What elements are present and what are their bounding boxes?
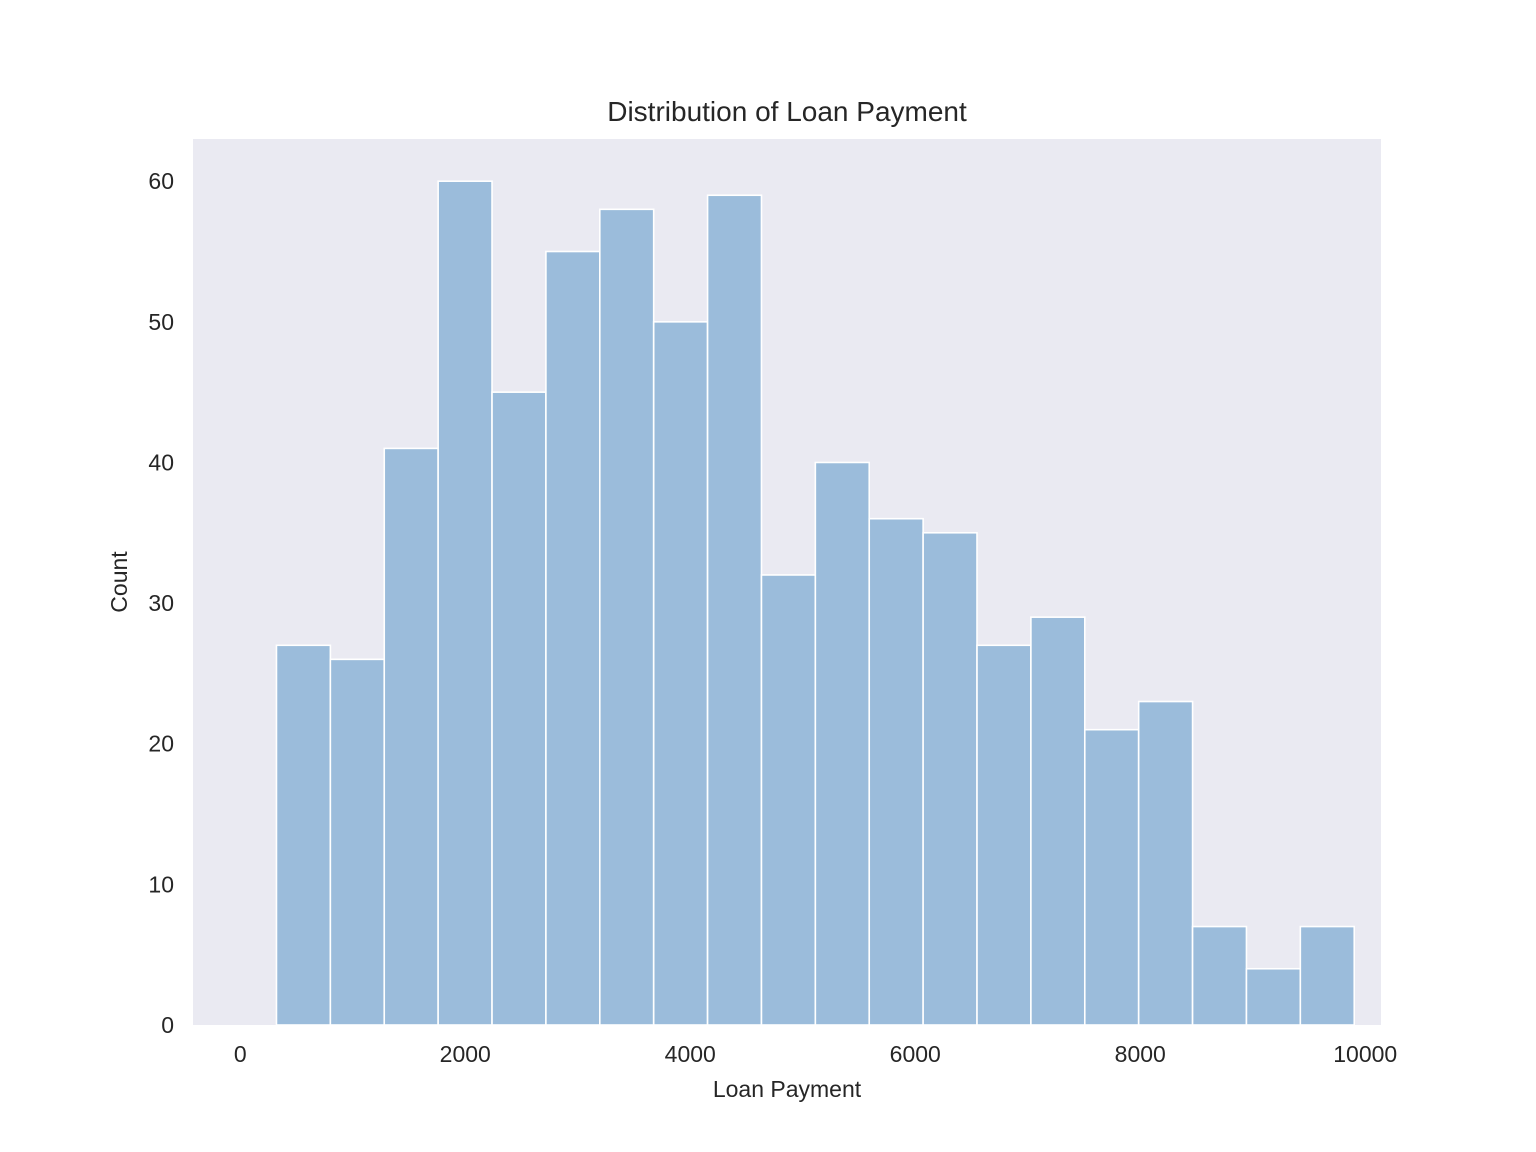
x-tick-label: 10000 [1333,1041,1397,1067]
histogram-bar [868,517,924,1026]
y-tick-labels: 0 10 20 30 40 50 60 [148,168,174,1038]
histogram-bar [1191,925,1248,1026]
histogram-bar [922,531,978,1026]
x-axis-label: Loan Payment [713,1076,862,1102]
x-tick-label: 0 [234,1041,247,1067]
x-tick-label: 6000 [890,1041,941,1067]
histogram-bar [383,447,439,1026]
histogram-bar [1083,728,1140,1026]
x-tick-label: 4000 [665,1041,716,1067]
y-axis-label: Count [106,551,132,613]
histogram-bar [814,461,871,1026]
histogram-bar [1245,967,1302,1026]
histogram-bar [652,321,709,1026]
histogram-bar [275,644,332,1026]
y-tick-label: 40 [148,449,174,475]
y-tick-label: 30 [148,590,174,616]
y-tick-label: 10 [148,871,174,897]
x-tick-label: 8000 [1115,1041,1166,1067]
histogram-bar [545,250,601,1026]
histogram-bar [329,658,386,1026]
y-tick-label: 20 [148,731,174,757]
histogram-bar [706,194,763,1026]
histogram-bar [1030,616,1086,1026]
histogram-bar [598,208,655,1026]
y-tick-label: 0 [161,1012,174,1038]
x-tick-labels: 0 2000 4000 6000 8000 10000 [234,1041,1397,1067]
bars-group [275,180,1356,1026]
histogram-bar [760,574,817,1026]
y-tick-label: 60 [148,168,174,194]
chart-title: Distribution of Loan Payment [607,96,967,127]
x-tick-label: 2000 [440,1041,491,1067]
histogram-bar [437,180,493,1026]
histogram-bar [491,391,547,1026]
histogram-bar [976,644,1032,1026]
histogram-bar [1299,925,1356,1026]
y-tick-label: 50 [148,309,174,335]
histogram-bar [1137,700,1194,1026]
